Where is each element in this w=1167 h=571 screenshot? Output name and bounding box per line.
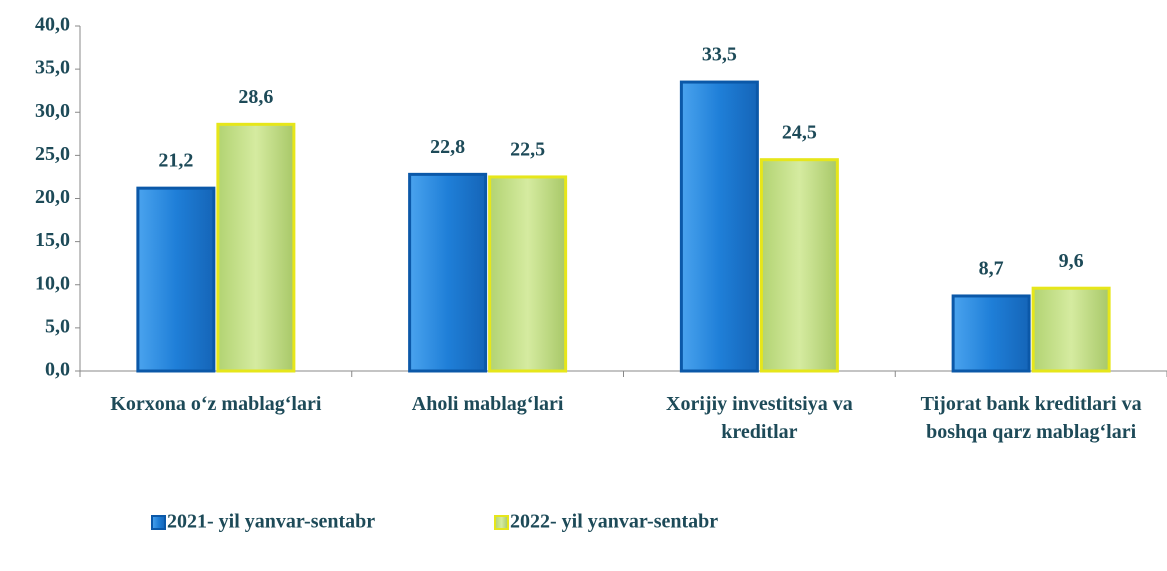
- x-tick-label: Korxona o‘z mablag‘lari: [110, 393, 322, 415]
- y-tick-label: 15,0: [35, 229, 70, 251]
- bar: [679, 80, 759, 373]
- data-label: 22,5: [510, 139, 545, 161]
- bar: [136, 186, 216, 373]
- bar: [1031, 286, 1111, 373]
- y-tick-label: 35,0: [35, 57, 70, 79]
- legend-label: 2021- yil yanvar-sentabr: [167, 511, 375, 533]
- data-label: 8,7: [979, 258, 1004, 280]
- data-label: 21,2: [158, 150, 193, 172]
- y-tick-label: 25,0: [35, 143, 70, 165]
- bar: [216, 122, 296, 373]
- data-label: 33,5: [702, 44, 737, 66]
- data-label: 9,6: [1059, 250, 1084, 272]
- bar: [759, 158, 839, 373]
- bar: [408, 172, 488, 373]
- bar: [488, 175, 568, 373]
- legend-swatch: [494, 515, 509, 530]
- y-tick-label: 30,0: [35, 100, 70, 122]
- legend-label: 2022- yil yanvar-sentabr: [510, 511, 718, 533]
- data-label: 24,5: [782, 121, 817, 143]
- x-tick-label: Aholi mablag‘lari: [411, 393, 564, 415]
- data-label: 28,6: [238, 86, 273, 108]
- y-tick-label: 40,0: [35, 14, 70, 36]
- legend-swatch: [151, 515, 166, 530]
- y-tick-label: 0,0: [45, 359, 70, 381]
- y-tick-label: 20,0: [35, 186, 70, 208]
- x-tick-label: Tijorat bank kreditlari va boshqa qarz m…: [920, 393, 1142, 443]
- y-tick-label: 10,0: [35, 272, 70, 294]
- data-label: 22,8: [430, 136, 465, 158]
- x-tick-label: Xorijiy investitsiya va kreditlar: [666, 393, 853, 443]
- bar: [951, 294, 1031, 373]
- y-tick-label: 5,0: [45, 315, 70, 337]
